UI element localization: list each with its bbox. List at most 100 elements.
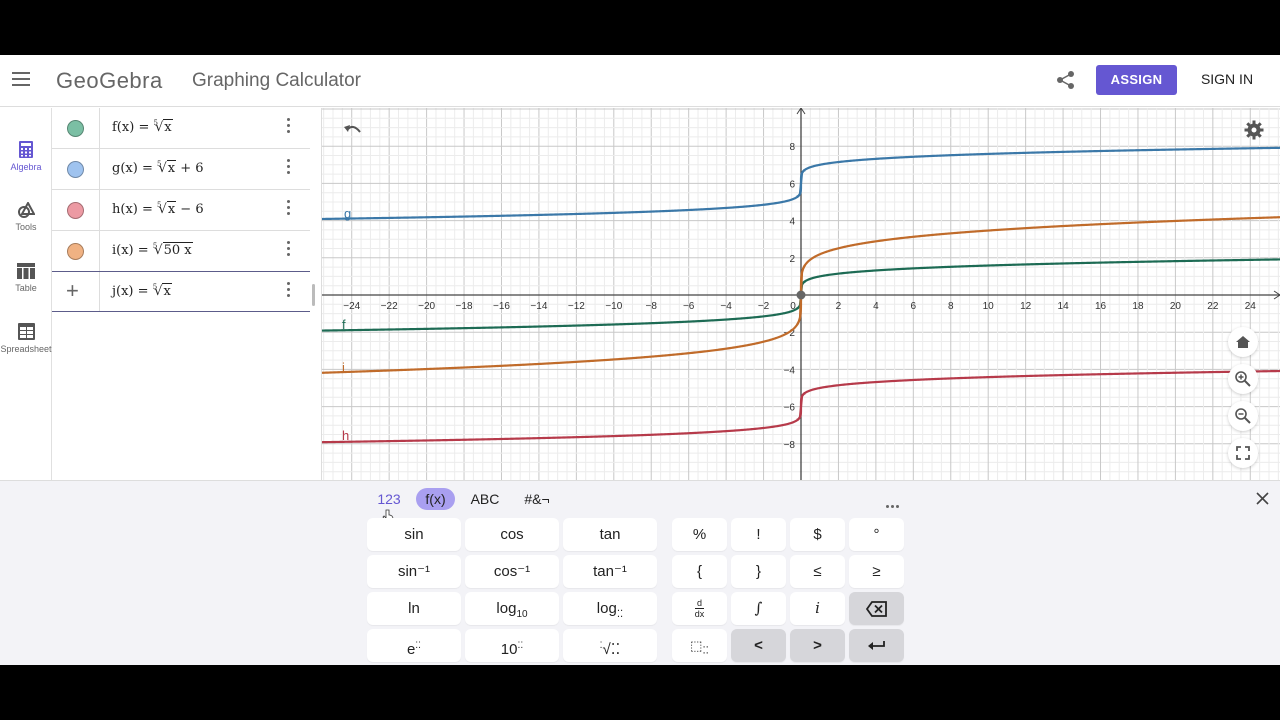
key-cos[interactable]: cos [465,518,559,551]
svg-text:−12: −12 [568,301,585,312]
svg-text:−16: −16 [493,301,510,312]
sidebar-label: Table [15,283,37,293]
more-keys-icon[interactable] [886,495,901,513]
key-imaginary[interactable]: i [790,592,845,625]
sidebar-item-table[interactable]: Table [0,263,52,293]
svg-text:−24: −24 [343,301,360,312]
svg-text:10: 10 [983,301,995,312]
more-options-icon[interactable] [287,282,291,300]
visibility-toggle[interactable] [67,161,84,178]
backspace-icon [865,601,887,617]
key-log-base[interactable]: log⁚⁚ [563,592,657,625]
key-geq[interactable]: ≥ [849,555,904,588]
svg-text:16: 16 [1095,301,1107,312]
key-backspace[interactable] [849,592,904,625]
svg-text:g: g [344,206,351,221]
algebra-scrollbar[interactable] [312,284,315,306]
expression-g[interactable]: g(x) = 5√x + 6 [112,160,204,176]
sidebar-item-algebra[interactable]: Algebra [0,141,52,172]
geogebra-logo: GeoGebra [56,68,163,93]
expression-f[interactable]: f(x) = 5√x [112,119,173,135]
sidebar-item-tools[interactable]: Tools [0,202,52,232]
sign-in-button[interactable]: SIGN IN [1200,71,1254,87]
key-nth-root[interactable]: ⁚√⁚⁚ [563,629,657,662]
sidebar-label: Spreadsheet [0,344,52,354]
add-icon[interactable]: + [66,278,79,303]
home-view-button[interactable] [1228,327,1258,357]
tab-functions[interactable]: f(x) [416,488,455,510]
calculator-icon [19,141,33,158]
close-keyboard-icon[interactable] [1256,492,1269,505]
more-options-icon[interactable] [287,159,291,177]
key-subscript[interactable]: ⬚⁚⁚ [672,629,727,662]
more-options-icon[interactable] [287,200,291,218]
svg-text:−6: −6 [784,403,796,414]
expression-input[interactable]: j(x) = 5√x [112,283,172,299]
perspective-sidebar: Algebra Tools Table Spreadsheet [0,108,52,480]
fullscreen-button[interactable] [1228,438,1258,468]
key-ten-power[interactable]: 10⁚⁚ [465,629,559,662]
visibility-toggle[interactable] [67,120,84,137]
key-factorial[interactable]: ! [731,518,786,551]
expression-h[interactable]: h(x) = 5√x − 6 [112,201,204,217]
svg-text:8: 8 [789,142,795,153]
key-dollar[interactable]: $ [790,518,845,551]
key-tan[interactable]: tan [563,518,657,551]
key-right-brace[interactable]: } [731,555,786,588]
key-sin[interactable]: sin [367,518,461,551]
svg-text:4: 4 [873,301,879,312]
zoom-in-button[interactable] [1228,364,1258,394]
assign-button[interactable]: ASSIGN [1096,65,1177,95]
settings-gear-icon[interactable] [1244,120,1264,140]
algebra-row-f[interactable]: f(x) = 5√x [52,108,310,149]
algebra-row-h[interactable]: h(x) = 5√x − 6 [52,190,310,231]
svg-text:20: 20 [1170,301,1182,312]
key-percent[interactable]: % [672,518,727,551]
key-derivative[interactable]: d dx [672,592,727,625]
svg-text:18: 18 [1132,301,1144,312]
menu-icon[interactable] [12,72,30,86]
key-left-arrow[interactable]: < [731,629,786,662]
key-log10[interactable]: log10 [465,592,559,625]
graph-canvas[interactable]: −24 −22 −20 −18 −16 −14 −12 −10 −8 −6 −4 −2 0 2 4 6 8 10 1… [322,108,1280,480]
algebra-input-row[interactable]: + j(x) = 5√x [52,271,310,312]
svg-text:h: h [342,428,349,443]
svg-text:−10: −10 [605,301,622,312]
algebra-row-g[interactable]: g(x) = 5√x + 6 [52,149,310,190]
visibility-toggle[interactable] [67,202,84,219]
expression-i[interactable]: i(x) = 5√50 x [112,242,193,258]
key-arcsin[interactable]: sin⁻¹ [367,555,461,588]
key-degree[interactable]: ° [849,518,904,551]
enter-icon [867,641,885,651]
share-icon[interactable] [1055,69,1077,91]
algebra-row-i[interactable]: i(x) = 5√50 x [52,231,310,272]
more-options-icon[interactable] [287,241,291,259]
key-integral[interactable]: ∫ [731,592,786,625]
svg-text:14: 14 [1058,301,1070,312]
visibility-toggle[interactable] [67,243,84,260]
key-arctan[interactable]: tan⁻¹ [563,555,657,588]
tab-numbers[interactable]: 123 [377,491,401,507]
svg-text:12: 12 [1020,301,1032,312]
more-options-icon[interactable] [287,118,291,136]
spreadsheet-icon [17,323,35,340]
svg-text:−8: −8 [646,301,658,312]
key-ln[interactable]: ln [367,592,461,625]
sidebar-label: Tools [15,222,37,232]
key-exp[interactable]: e⁚⁚ [367,629,461,662]
key-arccos[interactable]: cos⁻¹ [465,555,559,588]
zoom-out-button[interactable] [1228,401,1258,431]
zoom-in-icon [1235,371,1251,387]
svg-text:−2: −2 [784,328,796,339]
undo-icon[interactable] [344,124,362,136]
key-left-brace[interactable]: { [672,555,727,588]
sidebar-item-spreadsheet[interactable]: Spreadsheet [0,323,52,354]
key-leq[interactable]: ≤ [790,555,845,588]
graphics-view[interactable]: −24 −22 −20 −18 −16 −14 −12 −10 −8 −6 −4 −2 0 2 4 6 8 10 1… [322,108,1280,480]
zoom-out-icon [1235,408,1251,424]
tab-letters[interactable]: ABC [470,491,500,507]
tab-symbols[interactable]: #&¬ [524,491,550,507]
key-right-arrow[interactable]: > [790,629,845,662]
key-enter[interactable] [849,629,904,662]
svg-text:−18: −18 [456,301,473,312]
